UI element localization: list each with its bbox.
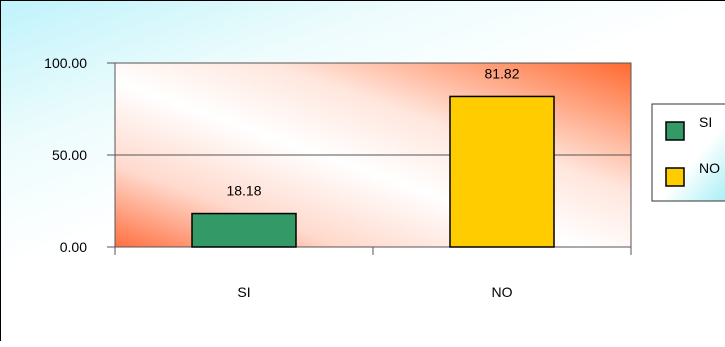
legend-label: NO [699,160,720,176]
bar-si [191,212,297,248]
x-tick-label: SI [237,284,250,300]
legend-swatch-si [665,121,685,141]
y-tick-label: 50.00 [52,147,87,163]
legend: SI NO [651,103,725,202]
bars [191,95,555,248]
y-tick-label: 0.00 [60,239,87,255]
data-label: 81.82 [484,65,519,81]
data-label: 18.18 [226,183,261,199]
legend-box [651,103,725,202]
x-tick-label: NO [492,284,513,300]
legend-swatch-no [665,167,685,187]
y-tick-label: 100.00 [44,55,87,71]
labels: 0.00 50.00 100.00 SI 18.18 NO 81.82 [44,55,520,300]
legend-label: SI [699,114,712,130]
axes [107,62,632,255]
bar-no [449,95,555,248]
